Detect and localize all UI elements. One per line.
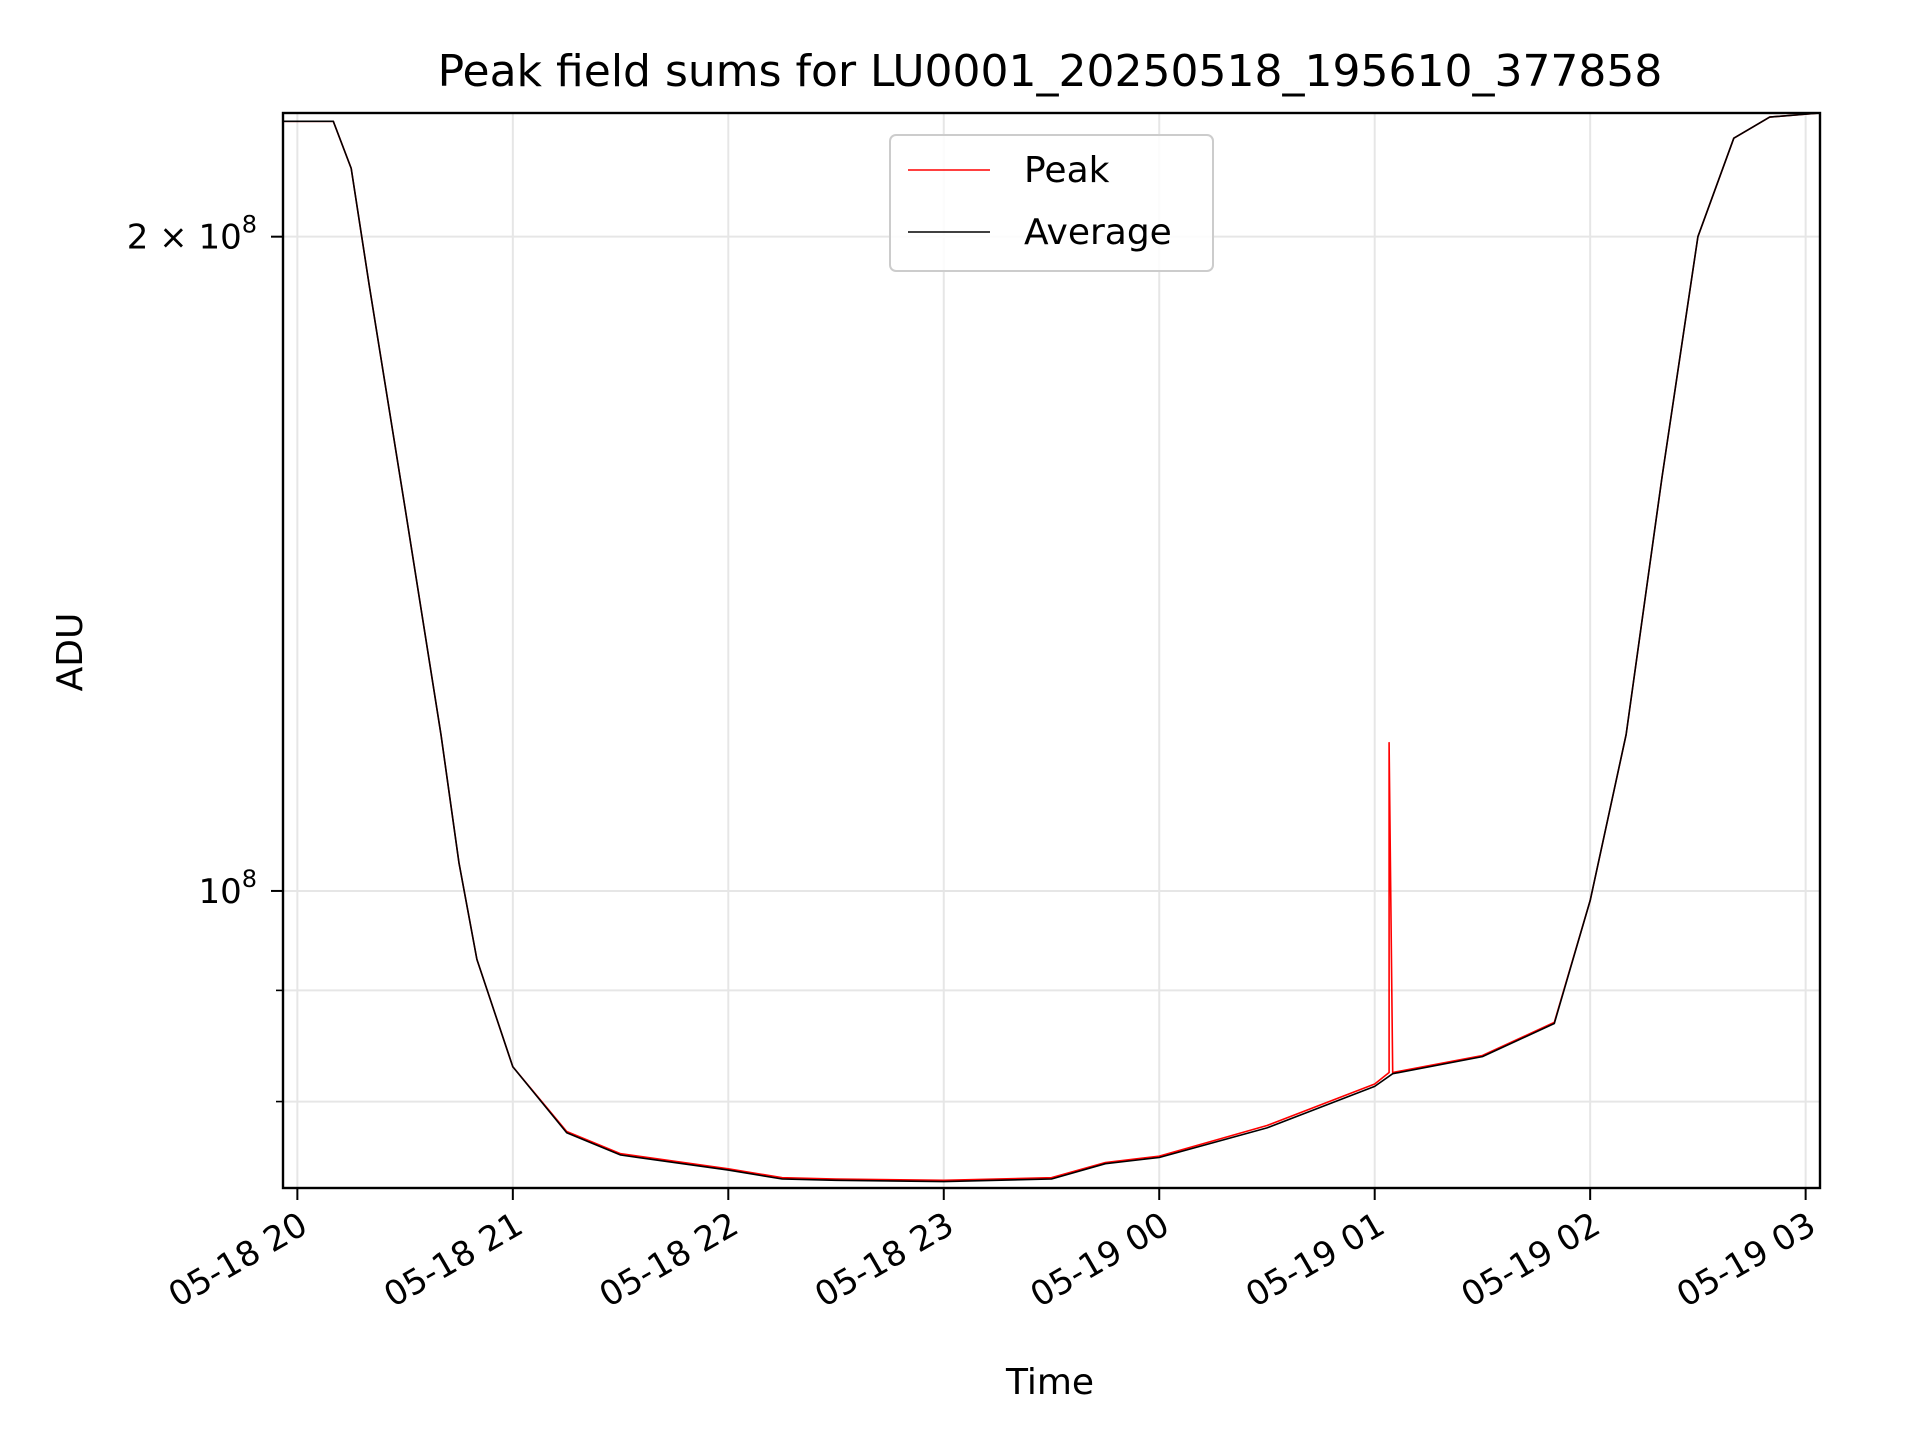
plot-lines xyxy=(283,112,1821,1183)
y-tick-exponent: 8 xyxy=(242,211,257,239)
legend: Peak Average xyxy=(889,134,1214,272)
legend-peak-label: Peak xyxy=(1024,150,1110,191)
y-tick-exponent: 8 xyxy=(242,865,257,893)
y-tick-label: 108 xyxy=(198,865,257,912)
plot-frame xyxy=(281,111,1822,1190)
y-tick-base: 10 xyxy=(198,872,241,912)
y-tick-base: 10 xyxy=(198,218,241,258)
y-tick-mantissa: 2 × xyxy=(127,218,199,258)
series-line-average xyxy=(283,112,1821,1183)
y-tick-label: 2 × 108 xyxy=(127,211,257,258)
chart-title: Peak field sums for LU0001_20250518_1956… xyxy=(438,46,1663,97)
legend-box xyxy=(889,134,1214,272)
legend-average-label: Average xyxy=(1024,212,1172,253)
x-axis-label: Time xyxy=(1005,1362,1094,1403)
y-axis-label: ADU xyxy=(50,613,91,692)
